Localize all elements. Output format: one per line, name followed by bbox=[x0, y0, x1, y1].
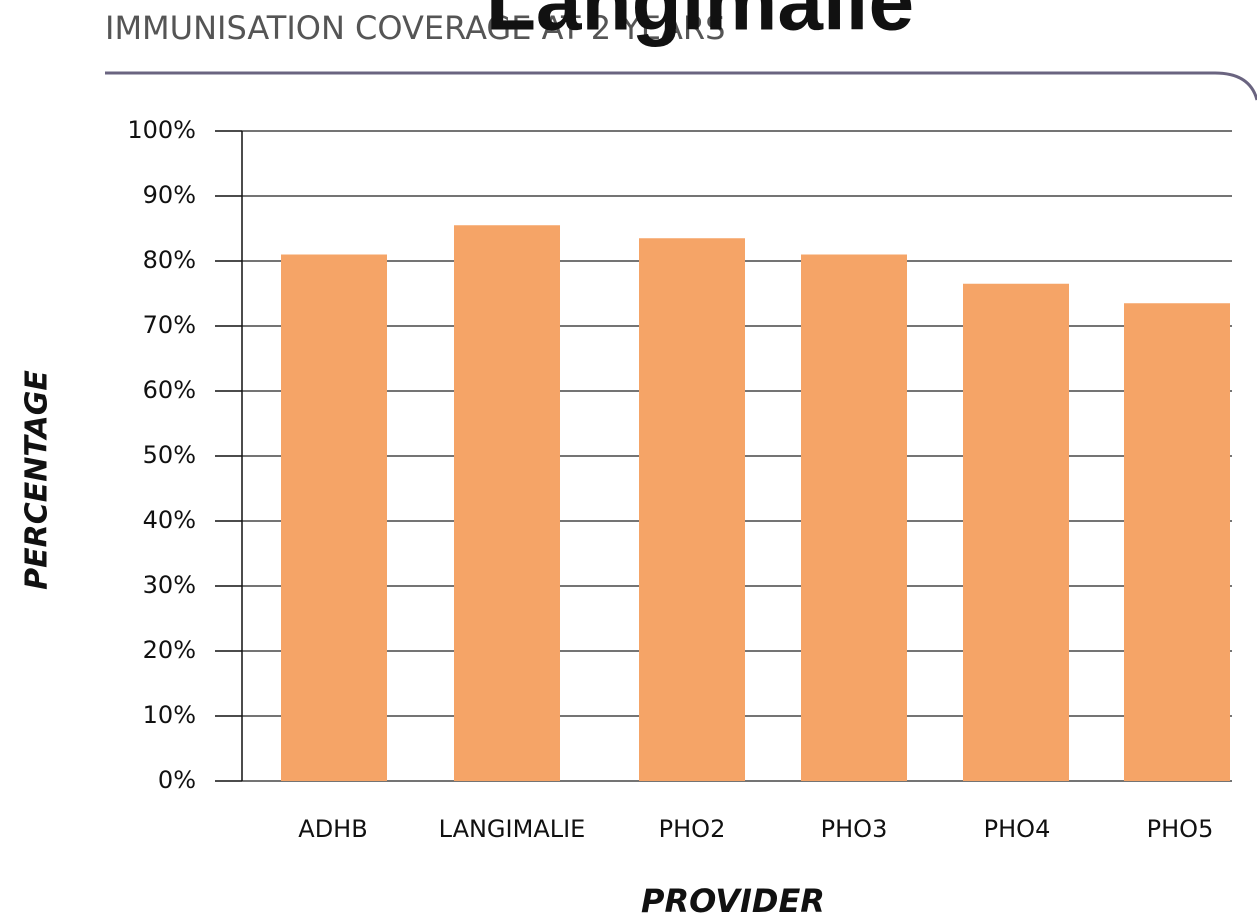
y-axis-label: PERCENTAGE bbox=[20, 370, 55, 590]
x-tick-label: ADHB bbox=[298, 815, 367, 843]
bar bbox=[454, 225, 560, 781]
x-axis-label: PROVIDER bbox=[641, 882, 825, 920]
x-tick-label: PHO4 bbox=[984, 815, 1051, 843]
y-tick-label: 40% bbox=[143, 506, 196, 534]
bar bbox=[963, 283, 1069, 781]
annotation: Langimalie bbox=[486, 0, 914, 48]
y-tick-label: 100% bbox=[127, 116, 196, 144]
x-tick-label: LANGIMALIE bbox=[439, 815, 586, 843]
chart-title: IMMUNISATION COVERAGE AT 2 YEARS bbox=[105, 9, 725, 47]
title-rule bbox=[105, 71, 1257, 101]
y-tick-label: 0% bbox=[158, 766, 196, 794]
y-tick-label: 20% bbox=[143, 636, 196, 664]
y-tick-label: 90% bbox=[143, 181, 196, 209]
x-tick-label: PHO5 bbox=[1147, 815, 1214, 843]
bar bbox=[801, 254, 907, 781]
y-tick-label: 70% bbox=[143, 311, 196, 339]
y-tick-label: 60% bbox=[143, 376, 196, 404]
bar bbox=[281, 254, 387, 781]
bar bbox=[1124, 303, 1230, 781]
x-tick-label: PHO3 bbox=[821, 815, 888, 843]
y-tick-label: 30% bbox=[143, 571, 196, 599]
x-tick-label: PHO2 bbox=[659, 815, 726, 843]
bar bbox=[639, 238, 745, 781]
y-tick-label: 80% bbox=[143, 246, 196, 274]
y-tick-label: 50% bbox=[143, 441, 196, 469]
y-tick-label: 10% bbox=[143, 701, 196, 729]
